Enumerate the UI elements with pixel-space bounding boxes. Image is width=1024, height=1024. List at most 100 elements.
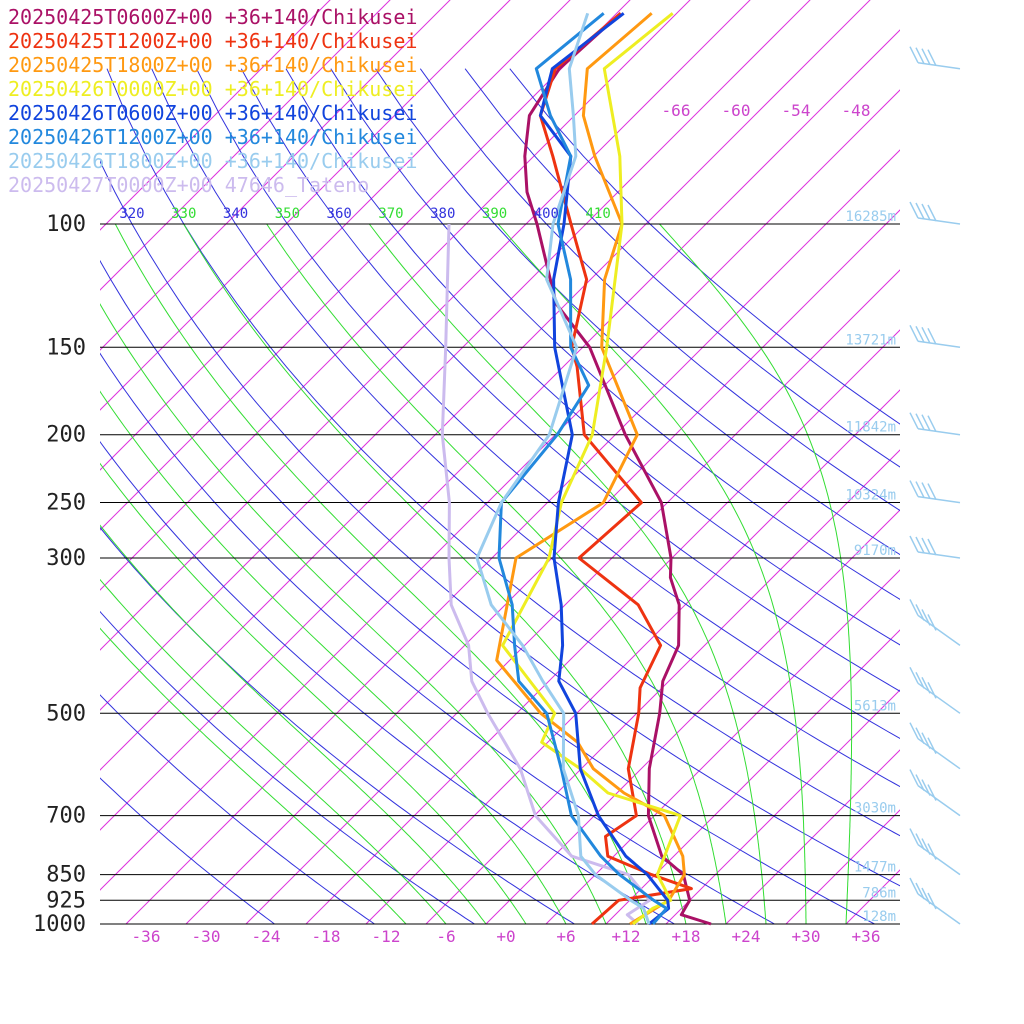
upper-temperature-tick-label: -48 [842,101,871,120]
isotherm-line [845,869,900,924]
wind-barb-feather [921,609,931,626]
pressure-tick-label: 150 [46,335,86,360]
legend-entry: 20250426T0000Z+00 +36+140/Chikusei [8,77,417,101]
legend: 20250425T0600Z+00 +36+140/Chikusei202504… [8,5,417,197]
wind-barb-staff [917,340,961,349]
wind-barb-feather [927,614,937,631]
wind-barbs [909,46,961,925]
legend-entry: 20250427T0000Z+00 47646_Tateno [8,173,369,197]
wind-barb-staff [917,682,961,714]
wind-barb-feather [927,538,937,556]
wind-barb-feather [909,599,919,616]
wind-barb-feather [921,48,931,66]
wind-barb-feather [909,769,919,786]
pressure-tick-label: 850 [46,863,86,888]
wind-barb-staff [917,427,961,436]
wind-barb [909,412,961,436]
wind-barb-feather [921,482,931,499]
temperature-tick-label: -36 [132,927,161,946]
wind-barb [909,828,961,876]
temperature-tick-label: -24 [252,927,281,946]
wind-barb-feather [909,412,919,430]
wind-barb-feather [927,843,937,860]
wind-barb-feather [927,892,937,910]
wind-barb-staff [917,217,961,225]
height-label: 16285m [845,209,896,225]
wind-barb-staff [917,614,961,647]
wind-barb-feather [915,47,925,65]
dry-adiabat-line [100,694,375,924]
isotherm-line [100,0,451,351]
wind-barb-staff [917,61,961,70]
dry-adiabat-line [240,68,900,692]
upper-temperature-tick-label: -54 [782,101,811,120]
moist-adiabat-line [114,223,647,924]
wind-barb-feather [915,727,925,745]
temperature-tick-label: -6 [436,927,455,946]
wind-barb-feather [921,779,931,796]
dry-adiabat-line [509,68,900,425]
moist-adiabat-line [497,223,807,924]
wind-barb-staff [917,738,961,770]
wind-barb-feather [915,833,925,850]
wind-barb [909,877,961,925]
dry-adiabat-line [106,68,900,837]
wind-barb-feather [921,676,931,694]
wind-barb-feather [915,481,925,498]
dry-adiabat-line [100,440,675,924]
wind-barb-feather [909,877,919,895]
pressure-tick-label: 300 [46,546,86,571]
legend-entry: 20250426T1800Z+00 +36+140/Chikusei [8,149,417,173]
profile-line [501,12,682,926]
wind-barb-feather [927,204,937,222]
pressure-tick-label: 200 [46,423,86,448]
temperature-tick-label: -12 [372,927,401,946]
wind-barb-feather [927,483,937,500]
height-label: 128m [862,909,896,925]
isotherm-line [100,0,511,411]
wind-barb-feather [927,327,937,345]
wind-barb [909,324,961,349]
wind-barb-feather [921,732,931,750]
wind-barb-feather [921,414,931,432]
dry-adiabat-line [285,68,900,646]
isotherm-line [425,449,900,924]
theta-tick-label: 390 [482,206,507,222]
isotherm-line [785,809,900,924]
dry-adiabat-line [100,259,875,924]
theta-tick-label: 320 [119,206,144,222]
profile-line [523,12,712,926]
isotherm-line [485,509,900,924]
wind-barb-feather [921,887,931,905]
wind-barb-feather [927,737,937,755]
wind-barb-feather [909,666,919,684]
wind-barb-staff [917,495,961,504]
isotherm-line [906,0,1024,924]
wind-barb-feather [915,202,925,220]
upper-temperature-tick-label: -60 [722,101,751,120]
isotherm-line [100,0,331,231]
pressure-tick-label: 925 [46,888,86,913]
isotherm-line [665,689,900,924]
height-label: 5613m [854,698,896,714]
wind-barb-feather [909,480,919,497]
wind-barb [909,722,961,770]
wind-barb [909,46,961,70]
height-label: 3030m [854,801,896,817]
wind-barb [909,769,961,817]
wind-barb-feather [909,201,919,219]
wind-barb-feather [909,535,919,553]
height-label: 13721m [845,332,896,348]
temperature-tick-label: +30 [792,927,821,946]
pressure-tick-label: 100 [46,212,86,237]
profile-series [440,12,712,926]
pressure-tick-label: 500 [46,701,86,726]
wind-barb-feather [915,882,925,900]
legend-entry: 20250426T0600Z+00 +36+140/Chikusei [8,101,417,125]
wind-barb-feather [909,722,919,740]
wind-barb-feather [927,49,937,67]
temperature-tick-label: +12 [612,927,641,946]
dry-adiabat-line [100,777,275,924]
